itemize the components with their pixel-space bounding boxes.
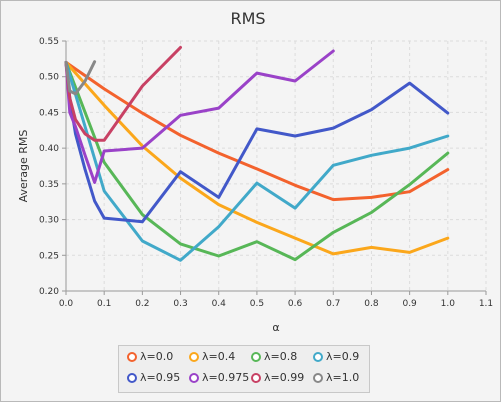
- x-tick-label: 0.4: [212, 299, 227, 309]
- y-tick-label: 0.55: [39, 37, 59, 47]
- legend-swatch-icon: [127, 351, 137, 362]
- legend-swatch-icon: [189, 372, 199, 383]
- legend-item: λ=0.99: [251, 371, 304, 384]
- y-tick-label: 0.40: [39, 144, 59, 154]
- series-line-7: [64, 60, 97, 96]
- legend-label: λ=0.9: [326, 350, 360, 363]
- y-tick-label: 0.50: [39, 73, 59, 83]
- legend-swatch-icon: [127, 372, 137, 383]
- x-tick-label: 0.6: [288, 299, 303, 309]
- legend-item: λ=0.0: [127, 350, 173, 363]
- legend-label: λ=0.99: [264, 371, 305, 384]
- legend-label: λ=0.8: [264, 350, 298, 363]
- series-line-6: [64, 45, 182, 142]
- x-tick-label: 1.1: [479, 299, 493, 309]
- legend-label: λ=0.975: [202, 371, 250, 384]
- x-axis-label: α: [272, 321, 279, 334]
- y-tick-label: 0.45: [39, 108, 59, 118]
- y-tick-label: 0.35: [39, 180, 59, 190]
- x-tick-label: 0.3: [173, 299, 187, 309]
- x-tick-label: 0.7: [326, 299, 340, 309]
- series-line-1: [64, 60, 450, 256]
- x-tick-label: 0.5: [250, 299, 264, 309]
- x-tick-label: 0.9: [402, 299, 417, 309]
- x-tick-label: 0.1: [97, 299, 111, 309]
- legend-swatch-icon: [189, 351, 199, 362]
- legend-label: λ=1.0: [326, 371, 360, 384]
- series-layer: [64, 45, 450, 262]
- axes: 0.0 0.1 0.2 0.3 0.4 0.5 0.6 0.7 0.8 0.9 1.0 1.1 0.20…: [39, 37, 493, 309]
- legend-item: λ=1.0: [313, 371, 359, 384]
- legend-item: λ=0.95: [127, 371, 180, 384]
- legend-item: λ=0.8: [251, 350, 297, 363]
- legend: λ=0.0 λ=0.4 λ=0.8 λ=0.9 λ=0.95 λ=0.975 λ=0.99 λ…: [118, 345, 370, 393]
- series-line-3: [64, 60, 450, 262]
- legend-label: λ=0.0: [140, 350, 174, 363]
- legend-item: λ=0.4: [189, 350, 235, 363]
- x-tick-label: 0.0: [59, 299, 74, 309]
- chart-title: RMS: [230, 9, 265, 28]
- y-axis-label: Average RMS: [17, 130, 30, 203]
- series-line-5: [64, 49, 335, 184]
- legend-swatch-icon: [251, 351, 261, 362]
- legend-item: λ=0.975: [189, 371, 249, 384]
- x-tick-label: 0.8: [364, 299, 379, 309]
- legend-swatch-icon: [313, 372, 323, 383]
- legend-swatch-icon: [251, 372, 261, 383]
- legend-label: λ=0.4: [202, 350, 236, 363]
- x-tick-label: 0.2: [135, 299, 149, 309]
- legend-item: λ=0.9: [313, 350, 359, 363]
- legend-swatch-icon: [313, 351, 323, 362]
- legend-label: λ=0.95: [140, 371, 181, 384]
- y-tick-label: 0.25: [39, 251, 59, 261]
- y-tick-label: 0.20: [39, 287, 59, 297]
- y-tick-label: 0.30: [39, 216, 59, 226]
- x-tick-label: 1.0: [441, 299, 456, 309]
- series-line-4: [64, 60, 450, 224]
- series-line-2: [64, 60, 450, 262]
